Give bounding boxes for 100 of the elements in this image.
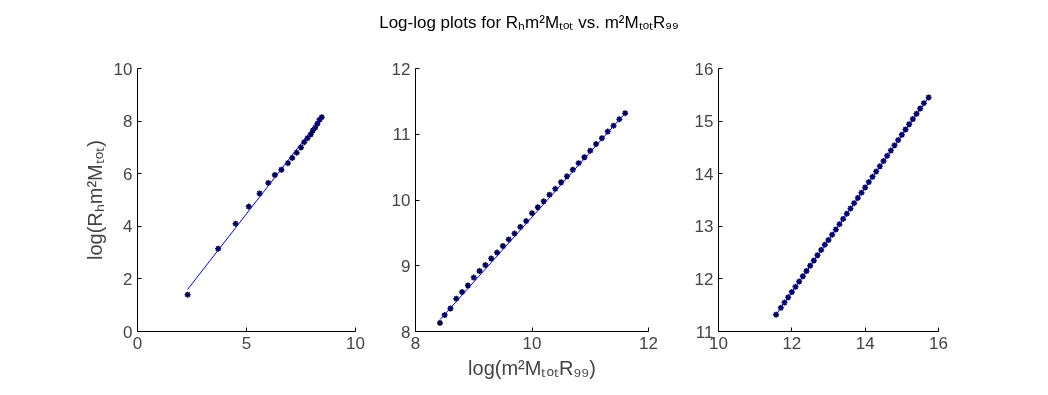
y-tick-label: 8 bbox=[123, 112, 133, 132]
point bbox=[231, 219, 240, 228]
y-tick-label: 13 bbox=[694, 217, 714, 237]
point bbox=[244, 202, 253, 211]
point bbox=[284, 159, 292, 167]
point bbox=[436, 319, 444, 327]
point bbox=[883, 152, 891, 160]
point bbox=[817, 246, 825, 254]
point bbox=[791, 283, 800, 291]
y-tick-label: 14 bbox=[694, 164, 714, 184]
point bbox=[539, 197, 548, 206]
point bbox=[551, 185, 560, 193]
point bbox=[777, 304, 785, 312]
point bbox=[872, 167, 880, 176]
point bbox=[580, 153, 589, 162]
y-tick-label: 9 bbox=[401, 256, 411, 276]
point bbox=[909, 115, 917, 123]
point bbox=[516, 223, 525, 231]
point bbox=[504, 235, 513, 244]
point bbox=[214, 244, 222, 253]
point bbox=[557, 178, 565, 186]
point bbox=[780, 298, 789, 307]
point bbox=[806, 262, 814, 270]
point bbox=[458, 288, 466, 296]
x-tick-label: 12 bbox=[782, 333, 802, 353]
x-tick-label: 5 bbox=[241, 333, 252, 353]
point bbox=[183, 290, 192, 299]
point bbox=[916, 104, 924, 113]
point bbox=[868, 173, 877, 181]
y-tick-label: 15 bbox=[694, 112, 714, 132]
point bbox=[464, 281, 472, 290]
point bbox=[887, 146, 895, 155]
point bbox=[784, 293, 792, 302]
y-tick-label: 4 bbox=[123, 217, 133, 237]
point bbox=[924, 93, 933, 102]
point bbox=[839, 215, 847, 223]
point bbox=[586, 146, 594, 155]
point bbox=[828, 230, 836, 239]
y-tick-label: 6 bbox=[123, 164, 133, 184]
point bbox=[522, 217, 530, 225]
point bbox=[603, 127, 612, 136]
point bbox=[288, 154, 297, 162]
point bbox=[772, 310, 780, 319]
point bbox=[292, 148, 301, 157]
point bbox=[850, 199, 858, 207]
point bbox=[920, 99, 928, 107]
x-tick-label: 10 bbox=[522, 333, 542, 353]
point bbox=[545, 190, 554, 199]
point bbox=[832, 225, 840, 234]
point bbox=[865, 178, 873, 186]
point bbox=[452, 294, 461, 303]
y-tick-label: 16 bbox=[694, 59, 714, 79]
x-tick-label: 14 bbox=[855, 333, 875, 353]
y-tick-label: 12 bbox=[694, 269, 714, 289]
point bbox=[510, 229, 519, 238]
point bbox=[609, 121, 618, 130]
y-tick-label: 12 bbox=[391, 59, 411, 79]
point bbox=[898, 131, 906, 139]
point bbox=[879, 157, 888, 165]
point bbox=[835, 220, 844, 228]
point bbox=[795, 277, 803, 286]
point bbox=[255, 189, 264, 198]
point bbox=[615, 115, 624, 123]
point bbox=[901, 125, 910, 134]
point bbox=[271, 171, 279, 179]
point bbox=[277, 166, 286, 174]
x-tick-label: 10 bbox=[346, 333, 365, 353]
point bbox=[876, 162, 884, 171]
point bbox=[824, 236, 833, 244]
point bbox=[470, 273, 478, 282]
point bbox=[799, 272, 807, 281]
point bbox=[440, 311, 449, 319]
point bbox=[315, 116, 324, 124]
y-axis-title: log(Rₕm²Mₜₒₜ) bbox=[83, 140, 106, 260]
point bbox=[846, 204, 855, 213]
point bbox=[487, 254, 495, 263]
point bbox=[481, 261, 490, 269]
point bbox=[788, 288, 796, 296]
point bbox=[905, 120, 913, 129]
point bbox=[297, 143, 305, 152]
point bbox=[894, 136, 902, 144]
point bbox=[528, 209, 536, 217]
point bbox=[300, 138, 309, 146]
y-tick-label: 10 bbox=[113, 59, 133, 79]
point bbox=[499, 242, 507, 250]
point bbox=[861, 183, 869, 192]
point bbox=[821, 240, 829, 249]
y-tick-label: 10 bbox=[391, 191, 411, 210]
point bbox=[857, 188, 866, 197]
chart-title: Log-log plots for Rₕm²Mₜₒₜ vs. m²MₜₒₜR₉₉ bbox=[379, 12, 679, 34]
point bbox=[843, 209, 851, 218]
x-tick-label: 12 bbox=[639, 333, 658, 353]
point bbox=[307, 130, 315, 138]
point bbox=[810, 256, 818, 265]
point bbox=[563, 172, 571, 181]
point bbox=[592, 140, 600, 148]
point bbox=[813, 251, 822, 259]
point bbox=[621, 109, 629, 117]
y-tick-label: 11 bbox=[392, 125, 411, 145]
y-tick-label: 2 bbox=[123, 269, 133, 289]
